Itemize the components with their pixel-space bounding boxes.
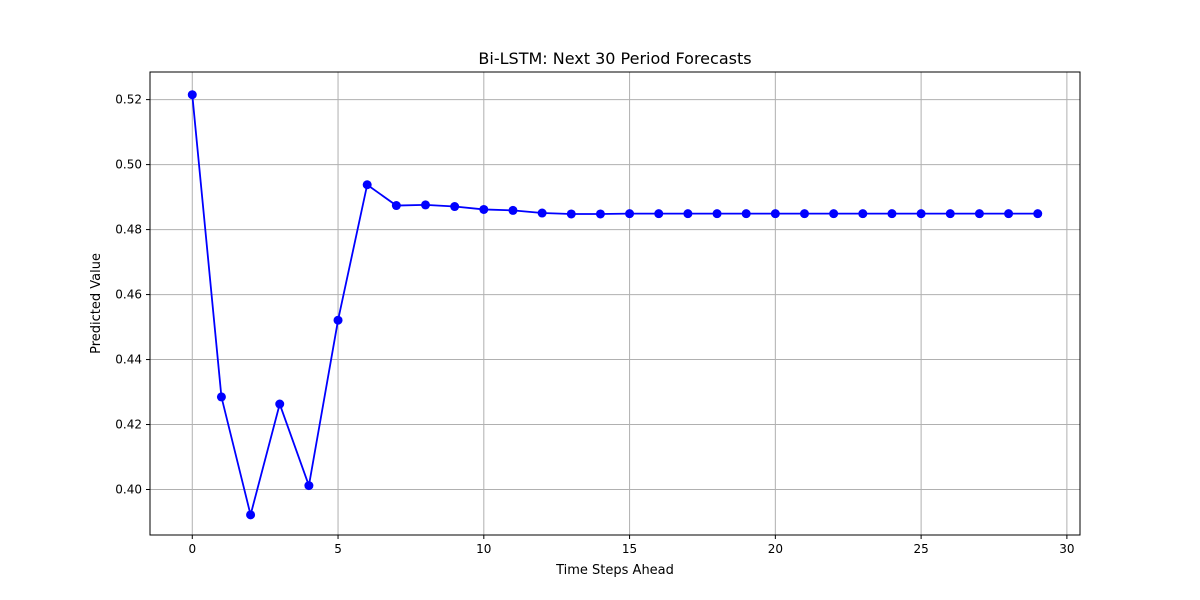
x-axis-label: Time Steps Ahead	[555, 563, 674, 578]
data-point	[450, 202, 460, 212]
data-point	[479, 204, 489, 214]
y-axis-label: Predicted Value	[89, 253, 104, 354]
data-point	[625, 209, 635, 219]
data-point	[595, 209, 605, 219]
x-tick-label: 30	[1059, 542, 1074, 556]
data-point	[187, 90, 197, 100]
data-point	[974, 209, 984, 219]
x-tick-label: 20	[768, 542, 783, 556]
data-point	[945, 209, 955, 219]
data-point	[770, 209, 780, 219]
y-tick-label: 0.48	[115, 223, 142, 237]
data-point	[1033, 209, 1043, 219]
data-point	[362, 180, 372, 190]
data-point	[712, 209, 722, 219]
data-point	[683, 209, 693, 219]
data-point	[887, 209, 897, 219]
data-point	[829, 209, 839, 219]
x-tick-label: 10	[476, 542, 491, 556]
data-point	[537, 208, 547, 218]
data-point	[741, 209, 751, 219]
x-axis: 0 5 10 15 20 25 30	[188, 535, 1075, 556]
data-point	[275, 399, 285, 409]
data-point	[304, 481, 314, 491]
data-point	[1004, 209, 1014, 219]
series-line	[191, 94, 1038, 516]
data-point	[566, 209, 576, 219]
y-tick-label: 0.44	[115, 353, 142, 367]
data-point	[391, 201, 401, 211]
data-point	[916, 209, 926, 219]
y-tick-label: 0.42	[115, 418, 142, 432]
data-point	[246, 510, 256, 520]
data-point	[508, 205, 518, 215]
y-axis: 0.40 0.42 0.44 0.46 0.48 0.50 0.52	[115, 93, 150, 497]
y-tick-label: 0.52	[115, 93, 142, 107]
data-point	[799, 209, 809, 219]
data-point	[654, 209, 664, 219]
x-tick-label: 5	[334, 542, 342, 556]
x-tick-label: 0	[188, 542, 196, 556]
grid	[150, 72, 1080, 535]
data-point	[216, 392, 226, 402]
y-tick-label: 0.50	[115, 158, 142, 172]
series-layer	[187, 90, 1043, 520]
chart-title: Bi-LSTM: Next 30 Period Forecasts	[478, 49, 751, 68]
plot-frame	[149, 71, 1081, 536]
y-tick-label: 0.40	[115, 483, 142, 497]
x-tick-label: 15	[622, 542, 637, 556]
x-tick-label: 25	[913, 542, 928, 556]
data-point	[333, 315, 343, 325]
y-tick-label: 0.46	[115, 288, 142, 302]
data-point	[858, 209, 868, 219]
data-point	[421, 200, 431, 210]
